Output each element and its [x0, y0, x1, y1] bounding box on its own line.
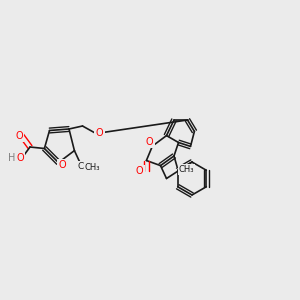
Text: O: O — [146, 136, 153, 147]
Text: CH₃: CH₃ — [178, 165, 194, 174]
Text: O: O — [136, 166, 144, 176]
Text: O: O — [16, 153, 24, 164]
Text: CH₃: CH₃ — [85, 163, 100, 172]
Text: O: O — [96, 128, 104, 139]
Text: O: O — [15, 130, 23, 141]
Text: H: H — [8, 153, 16, 164]
Text: CH₃: CH₃ — [77, 162, 94, 171]
Text: O: O — [58, 160, 66, 170]
